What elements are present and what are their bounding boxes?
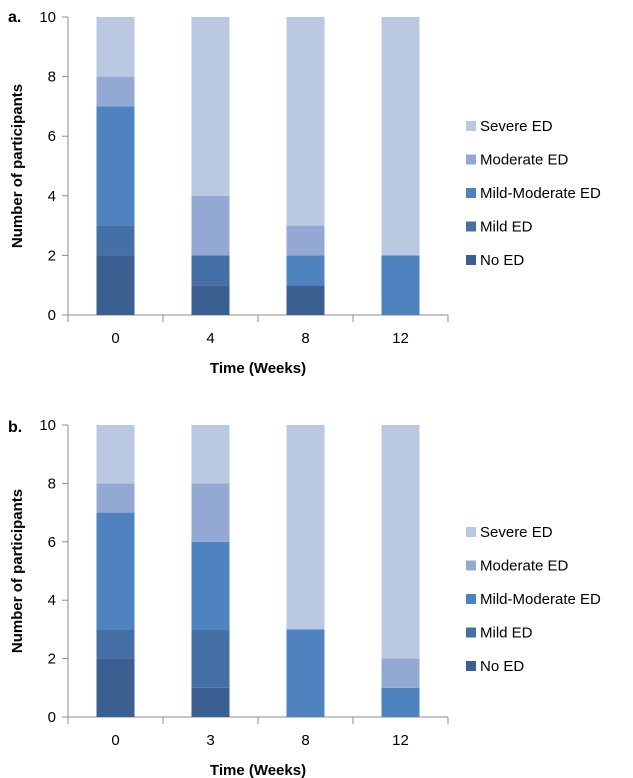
legend-label: No ED	[480, 658, 524, 675]
legend: Severe ED Moderate ED Mild-Moderate ED Mild…	[466, 524, 601, 675]
chart-panel-a: a. Number of participants 0 2 4 6 8 10 0 4 8 12 Time…	[8, 9, 601, 377]
bar-segment-mild-moderate-ed	[96, 512, 135, 630]
x-tick-label: 4	[206, 330, 214, 347]
legend-label: No ED	[480, 252, 524, 269]
y-tick-label: 10	[39, 417, 56, 434]
y-tick-label: 4	[48, 188, 56, 205]
bar-segment-no-ed	[96, 658, 135, 717]
x-tick-label: 0	[111, 330, 119, 347]
x-tick-label: 12	[392, 732, 409, 749]
y-tick-label: 6	[48, 534, 56, 551]
legend-label: Severe ED	[480, 118, 553, 135]
chart-panel-b: b. Number of participants 0 2 4 6 8 10 0 3 8 12 Time…	[8, 417, 601, 778]
x-tick-label: 3	[206, 732, 214, 749]
bar-segment-mild-moderate-ed	[286, 629, 325, 717]
bar-segment-mild-ed	[191, 255, 230, 286]
x-tick-label: 0	[111, 732, 119, 749]
x-axis-title: Time (Weeks)	[210, 762, 306, 778]
panel-label: b.	[8, 419, 22, 436]
bar-segment-mild-ed	[96, 225, 135, 256]
y-tick-label: 10	[39, 9, 56, 26]
legend-swatch	[466, 188, 476, 198]
legend-swatch	[466, 154, 476, 165]
legend-swatch	[466, 527, 476, 537]
panel-label: a.	[8, 9, 21, 26]
y-tick-label: 4	[48, 592, 56, 609]
legend-label: Severe ED	[480, 524, 553, 541]
x-axis-title: Time (Weeks)	[210, 360, 306, 377]
bar-segment-severe-ed	[191, 17, 230, 196]
legend-swatch	[466, 661, 476, 671]
bar-segment-moderate-ed	[96, 483, 135, 513]
bar-segment-no-ed	[96, 255, 135, 315]
y-tick-label: 6	[48, 128, 56, 145]
legend-swatch	[466, 627, 476, 638]
bar-segment-moderate-ed	[381, 658, 420, 688]
bar-segment-mild-moderate-ed	[191, 541, 230, 630]
bar-segment-no-ed	[286, 285, 325, 315]
legend-swatch	[466, 594, 476, 604]
bar-segment-moderate-ed	[191, 195, 230, 256]
y-tick-label: 8	[48, 475, 56, 492]
x-tick-label: 12	[392, 330, 409, 347]
bar-segment-severe-ed	[191, 425, 230, 484]
bar-segment-mild-ed	[96, 629, 135, 659]
bar-segment-no-ed	[191, 687, 230, 717]
bar-segment-severe-ed	[286, 425, 325, 630]
bar-segment-severe-ed	[381, 425, 420, 659]
legend-swatch	[466, 560, 476, 571]
x-tick-label: 8	[301, 330, 309, 347]
y-tick-label: 2	[48, 247, 56, 264]
bar-segment-moderate-ed	[191, 483, 230, 542]
bar-segment-severe-ed	[381, 17, 420, 256]
legend-swatch	[466, 121, 476, 131]
bar-segment-mild-ed	[191, 629, 230, 688]
legend-swatch	[466, 221, 476, 232]
y-tick-label: 0	[48, 307, 56, 324]
y-tick-label: 2	[48, 651, 56, 668]
bar-segment-moderate-ed	[96, 76, 135, 107]
legend-label: Mild ED	[480, 625, 533, 642]
bar-segment-severe-ed	[286, 17, 325, 226]
y-tick-label: 0	[48, 709, 56, 726]
legend: Severe ED Moderate ED Mild-Moderate ED Mild…	[466, 118, 601, 269]
bar-segment-mild-moderate-ed	[381, 255, 420, 315]
legend-label: Moderate ED	[480, 152, 569, 169]
y-axis-title: Number of participants	[9, 84, 26, 248]
legend-label: Mild-Moderate ED	[480, 185, 601, 202]
legend-label: Mild ED	[480, 219, 533, 236]
bar-segment-mild-moderate-ed	[286, 255, 325, 286]
x-tick-label: 8	[301, 732, 309, 749]
legend-label: Mild-Moderate ED	[480, 591, 601, 608]
bar-segment-no-ed	[191, 285, 230, 315]
bar-segment-severe-ed	[96, 17, 135, 77]
y-axis-title: Number of participants	[9, 489, 26, 653]
legend-label: Moderate ED	[480, 558, 569, 575]
bar-segment-severe-ed	[96, 425, 135, 484]
bar-segment-mild-moderate-ed	[381, 687, 420, 717]
y-tick-label: 8	[48, 69, 56, 86]
bar-segment-moderate-ed	[286, 225, 325, 256]
bar-segment-mild-moderate-ed	[96, 106, 135, 226]
legend-swatch	[466, 255, 476, 265]
